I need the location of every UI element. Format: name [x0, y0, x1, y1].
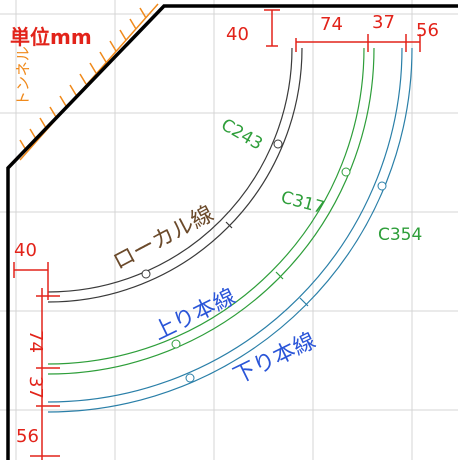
track-local-line-label: ローカル線	[109, 202, 218, 276]
track-local-radius-label: C243	[218, 115, 266, 154]
track-down-line-label: 下り本線	[230, 328, 320, 389]
dim-left-spacing-3: 56	[16, 426, 39, 447]
dim-top-spacing-2: 37	[372, 12, 395, 33]
track-down-radius-label: C354	[378, 225, 422, 245]
dim-left-spacing-1: 74	[25, 330, 46, 353]
track-local-joint-lower	[142, 270, 150, 278]
track-down-main[interactable]	[48, 48, 412, 412]
track-local-joint-upper	[274, 140, 282, 148]
dim-left-spacing-2: 37	[25, 376, 46, 399]
dim-top-spacing-3: 56	[416, 20, 439, 41]
track-down-joint-upper	[378, 182, 386, 190]
dim-top-spacing-1: 74	[320, 14, 343, 35]
track-up-joint-upper	[342, 168, 350, 176]
tunnel-label: トンネル	[14, 46, 32, 106]
dim-left-offset: 40	[14, 240, 37, 261]
track-up-joint-lower	[172, 340, 180, 348]
track-down-joint-lower	[186, 374, 194, 382]
track-up-line-label: 上り本線	[150, 284, 240, 345]
unit-note: 単位mm	[10, 25, 92, 49]
dim-top-offset: 40	[226, 24, 249, 45]
track-up-radius-label: C317	[279, 188, 327, 219]
